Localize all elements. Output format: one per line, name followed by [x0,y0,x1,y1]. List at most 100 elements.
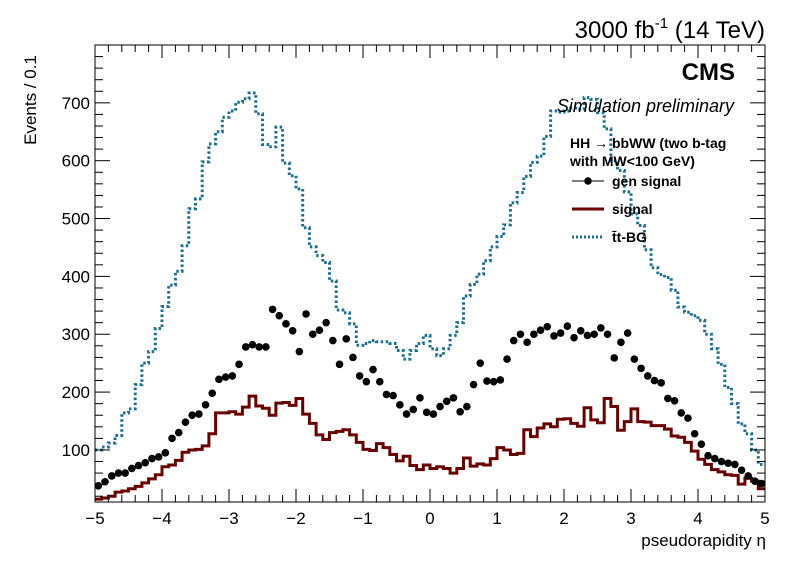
gen-signal-point [563,322,572,330]
gen-signal-point [630,355,639,363]
legend: HH → bbWW (two b-tag with MW<100 GeV) ge… [569,135,726,245]
gen-signal-point [456,407,464,416]
gen-signal-point [221,373,230,381]
gen-signal-point [670,396,679,405]
gen-signal-point [476,359,485,367]
y-tick-label: 600 [62,152,90,171]
gen-signal-point [550,332,558,340]
lumi-prefix: 3000 fb [575,17,655,44]
x-tick-label: −2 [286,509,305,528]
gen-signal-point [617,338,625,347]
ttbar-bg-histogram [95,91,765,466]
legend-header-line2: with MW<100 GeV) [569,153,695,169]
gen-signal-point [717,457,726,466]
gen-signal-point [322,318,330,327]
gen-signal-point [174,428,183,437]
gen-signal-point [623,329,632,337]
gen-signal-point [637,364,645,373]
gen-signal-point [690,429,699,438]
gen-signal-point [375,377,384,386]
gen-signal-point [235,360,243,369]
gen-signal-point [121,469,129,477]
x-tick-label: 4 [693,509,702,528]
luminosity-label: 3000 fb-1 (14 TeV) [575,15,765,44]
gen-signal-point [597,324,605,332]
legend-ttbar-label: t̄t-BG [611,229,647,245]
gen-signal-point [757,479,766,488]
gen-signal-point [751,477,759,485]
gen-signal-point [737,466,746,474]
gen-signal-point [523,338,531,347]
gen-signal-point [603,330,612,339]
gen-signal-point [697,440,706,448]
gen-signal-point [684,414,692,422]
gen-signal-point [288,326,297,335]
gen-signal-point [255,343,263,351]
gen-signal-point [262,343,270,351]
axes: −5 −4 −3 −2 −1 0 1 2 3 4 5 100 200 300 400 500 600 700 [62,45,770,528]
experiment-label: CMS [682,59,735,86]
gen-signal-point [664,394,672,403]
gen-signal-point [744,472,753,480]
gen-signal-point [228,372,237,380]
gen-signal-point [503,355,511,363]
gen-signal-point [416,394,424,402]
gen-signal-point [349,353,357,362]
x-tick-label: 5 [760,509,769,528]
gen-signal-point [483,377,491,385]
gen-signal-point [154,453,163,461]
gen-signal-point [94,482,103,490]
gen-signal-point [248,340,257,349]
gen-signal-point [576,326,585,335]
gen-signal-point [128,464,136,473]
gen-signal-point [610,354,619,362]
gen-signal-point [590,330,598,339]
gen-signal-point [329,336,337,345]
gen-signal-point [114,469,123,477]
y-tick-label: 300 [62,325,90,344]
gen-signal-point [710,454,719,463]
gen-signal-point [442,397,451,406]
gen-signal-point [134,461,143,470]
gen-signal-point [731,460,739,469]
x-axis-label: pseudorapidity η [641,531,766,550]
lumi-exponent: -1 [655,15,668,32]
y-tick-label: 400 [62,267,90,286]
gen-signal-point [275,311,284,320]
gen-signal-point [449,394,458,402]
gen-signal-point [436,402,444,411]
gen-signal-point [201,401,210,409]
x-tick-label: −3 [219,509,238,528]
signal-histogram [95,394,765,501]
gen-signal-point [101,477,109,486]
gen-signal-point [208,389,217,398]
gen-signal-point [215,375,223,384]
gen-signal-point [389,391,397,400]
gen-signal-point [536,326,545,334]
gen-signal-point [543,322,552,331]
gen-signal-point [704,451,712,460]
gen-signal-point [643,372,652,380]
gen-signal-point [429,410,438,418]
gen-signal-point [141,458,150,467]
gen-signal-point [402,410,411,418]
gen-signal-point [315,326,324,334]
gen-signal-point [355,372,364,380]
gen-signal-point [342,335,351,343]
x-tick-label: −4 [152,509,171,528]
gen-signal-point [148,454,156,463]
gen-signal-point [724,459,732,468]
gen-signal-point [382,390,391,399]
status-label: Simulation preliminary [557,96,735,116]
gen-signal-point [241,343,250,351]
lumi-suffix: (14 TeV) [668,17,765,44]
gen-signal-point [295,347,304,356]
gen-signal-point [188,411,196,420]
gen-signal-point [422,408,431,417]
gen-signal-point [530,330,538,339]
x-tick-label: 1 [492,509,501,528]
gen-signal-point [489,377,498,386]
legend-signal-label: signal [612,201,652,217]
legend-gen-signal-label: gen signal [612,173,681,189]
